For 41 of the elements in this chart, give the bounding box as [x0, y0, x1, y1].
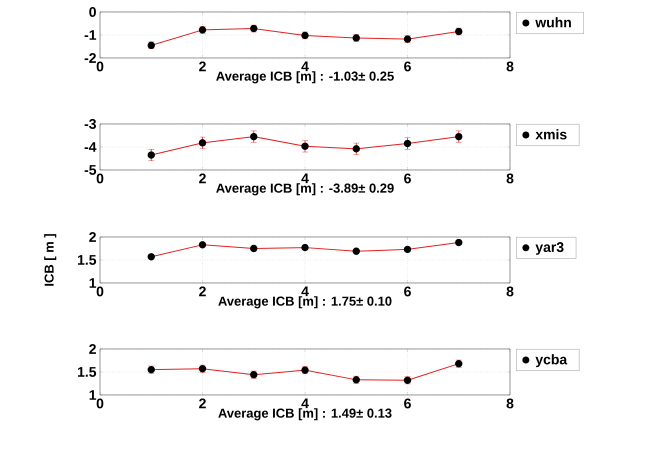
x-axis-title: Average ICB [m] : 1.75± 0.10 [218, 296, 392, 308]
y-tick-label: 1 [90, 390, 96, 400]
x-tick-label: 0 [96, 173, 104, 184]
x-tick-label: 6 [404, 173, 411, 184]
y-axis-title: ICB [ m ] [44, 234, 56, 286]
y-tick-label: -5 [84, 165, 96, 175]
y-tick-label: 1.5 [78, 367, 96, 377]
x-tick-label: 0 [96, 61, 104, 72]
x-tick-label: 0 [96, 398, 104, 408]
x-tick-label: 6 [404, 286, 411, 296]
x-tick-label: 8 [506, 398, 514, 408]
y-tick-label: 2 [89, 344, 96, 354]
y-tick-label: 1.5 [78, 255, 96, 265]
y-tick-label: -3 [84, 119, 96, 129]
y-tick-label: -1 [84, 30, 96, 40]
legend-label: xmis [535, 129, 567, 140]
x-axis-title: Average ICB [m] : -1.03± 0.25 [216, 71, 394, 84]
x-tick-label: 4 [301, 62, 309, 72]
x-tick-label: 4 [301, 286, 309, 296]
y-tick-label: 0 [89, 7, 96, 17]
y-tick-label: -4 [84, 142, 96, 152]
x-tick-label: 8 [506, 286, 514, 296]
legend-label: ycba [535, 354, 568, 368]
x-tick-label: 0 [96, 286, 104, 296]
y-tick-label: -2 [84, 53, 96, 63]
x-tick-label: 6 [404, 398, 411, 408]
x-tick-label: 4 [301, 398, 309, 408]
x-tick-label: 2 [199, 286, 206, 296]
x-tick-label: 2 [199, 173, 206, 184]
x-tick-label: 8 [506, 173, 514, 184]
legend-label: wuhn [535, 17, 571, 28]
legend-label: yar3 [535, 242, 564, 255]
x-axis-title: Average ICB [m] : -3.89± 0.29 [216, 183, 394, 196]
y-tick-label: 2 [89, 232, 96, 242]
x-tick-label: 6 [404, 61, 411, 72]
x-tick-label: 8 [506, 61, 514, 72]
x-tick-label: 4 [301, 174, 309, 184]
x-tick-label: 2 [199, 398, 206, 408]
x-axis-title: Average ICB [m] : 1.49± 0.13 [218, 408, 392, 420]
y-tick-label: 1 [90, 278, 96, 288]
x-tick-label: 2 [199, 61, 206, 72]
